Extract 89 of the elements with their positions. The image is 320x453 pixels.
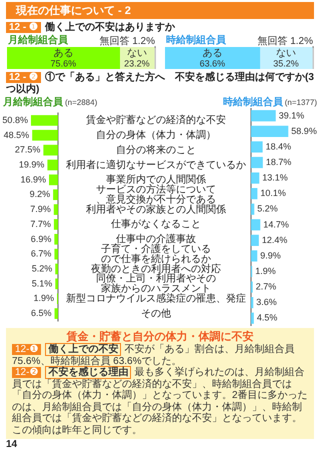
data-label: 18.4% bbox=[266, 141, 292, 152]
y-tick-label: 新型コロナウイルス感染症の罹患、発症 bbox=[66, 292, 246, 304]
data-label: 75.6% bbox=[50, 58, 76, 68]
y-tick-label: 自分の将来のこと bbox=[116, 144, 196, 156]
data-label: 6.9% bbox=[30, 234, 52, 244]
chart-title: 時給制組合員 bbox=[222, 97, 283, 108]
text: 無回答 1.2% bbox=[99, 36, 155, 47]
bar bbox=[54, 234, 58, 245]
bar bbox=[251, 250, 258, 262]
series-label: ある bbox=[202, 48, 222, 59]
y-tick-label: 利用者やその家族との人間関係 bbox=[86, 203, 226, 216]
data-label: 6.7% bbox=[30, 248, 52, 259]
text: (n=2884) bbox=[65, 98, 98, 107]
data-label: 5.2% bbox=[32, 263, 52, 274]
data-label: 63.6% bbox=[200, 58, 226, 68]
data-label: 4.5% bbox=[256, 312, 278, 323]
bar bbox=[251, 312, 254, 324]
data-label: 16.9% bbox=[20, 174, 46, 184]
bar bbox=[251, 188, 258, 200]
y-tick-label: 賃金や貯蓄などの経済的な不安 bbox=[86, 114, 226, 126]
bar bbox=[54, 219, 58, 230]
data-label: 1.9% bbox=[255, 266, 276, 276]
text: 働く上での不安はありますか bbox=[45, 22, 176, 33]
bar bbox=[251, 234, 259, 246]
data-label: 5.1% bbox=[32, 278, 52, 288]
data-label: 19.9% bbox=[18, 159, 44, 170]
series-label: ない bbox=[126, 48, 147, 59]
y-tick-label: 自分の身体（体力・体調） bbox=[96, 129, 216, 142]
text: 働く上での不安 bbox=[45, 343, 122, 356]
data-label: 10.1% bbox=[260, 188, 286, 198]
bar bbox=[54, 308, 58, 319]
y-tick-label: サービスの方法等について、意見交換が不十分である bbox=[96, 183, 216, 206]
bar bbox=[43, 144, 58, 156]
data-label: 13.1% bbox=[262, 172, 288, 183]
bar bbox=[54, 248, 58, 260]
text: 14 bbox=[6, 439, 18, 451]
data-label: 35.2% bbox=[273, 58, 299, 68]
y-tick-label: 夜勤のときの利用者への対応 bbox=[91, 262, 221, 275]
data-label: 27.5% bbox=[14, 144, 40, 155]
text: 無回答 1.2% bbox=[257, 36, 313, 47]
bar bbox=[251, 110, 276, 122]
data-label: 12.4% bbox=[262, 234, 288, 245]
text: 12-❷ bbox=[12, 367, 42, 378]
text: 12 - ❶ bbox=[6, 22, 42, 33]
data-label: 1.9% bbox=[33, 293, 54, 304]
bar bbox=[251, 204, 254, 215]
text: 12-❶ bbox=[12, 344, 42, 355]
text: 現在の仕事について - 2 bbox=[6, 2, 314, 19]
text: 賃金・貯蓄と自分の体力・体調に不安 bbox=[66, 330, 254, 343]
bar bbox=[251, 219, 260, 230]
bar bbox=[251, 126, 288, 137]
data-label: 9.2% bbox=[30, 189, 50, 200]
bar bbox=[49, 174, 58, 186]
data-label: 48.5% bbox=[4, 130, 30, 140]
chart-title: 月給制組合員 bbox=[8, 35, 68, 46]
bar bbox=[53, 189, 58, 200]
data-label: 50.8% bbox=[2, 114, 28, 125]
bar bbox=[54, 204, 58, 215]
text: 不安を感じる理由 bbox=[45, 366, 132, 379]
chart-title: 時給制組合員 bbox=[166, 35, 226, 46]
y-tick-label: 子育て・介護をしているので仕事を続けられるか bbox=[101, 242, 211, 265]
y-tick-label: 利用者に適切なサービスができているか bbox=[66, 158, 246, 171]
series-label: ない bbox=[276, 48, 296, 59]
bar bbox=[55, 278, 58, 290]
bar bbox=[251, 156, 263, 168]
series-label: ある bbox=[53, 48, 74, 59]
data-label: 9.9% bbox=[260, 250, 281, 260]
bar bbox=[251, 141, 263, 153]
text: 12 - ❷ bbox=[6, 72, 42, 83]
data-label: 3.6% bbox=[256, 297, 277, 308]
data-label: 14.7% bbox=[263, 219, 289, 230]
data-label: 6.5% bbox=[31, 308, 52, 318]
data-label: 5.2% bbox=[257, 204, 278, 214]
bar bbox=[47, 160, 58, 170]
data-label: 2.7% bbox=[256, 282, 276, 292]
bar bbox=[30, 115, 58, 126]
data-label: 39.1% bbox=[278, 110, 304, 120]
data-label: 23.2% bbox=[124, 58, 150, 68]
bar bbox=[251, 172, 260, 184]
data-label: 58.9% bbox=[291, 126, 317, 136]
data-label: 18.7% bbox=[266, 156, 292, 167]
bar bbox=[32, 130, 58, 141]
bar bbox=[55, 264, 58, 274]
y-tick-label: 仕事がなくなること bbox=[111, 218, 201, 230]
data-label: 7.7% bbox=[30, 218, 51, 229]
chart-title: 月給制組合員 bbox=[3, 97, 63, 108]
chart-subtitle: (n=1377) bbox=[284, 98, 317, 107]
data-label: 7.9% bbox=[30, 204, 51, 214]
y-tick-label: その他 bbox=[141, 307, 171, 320]
